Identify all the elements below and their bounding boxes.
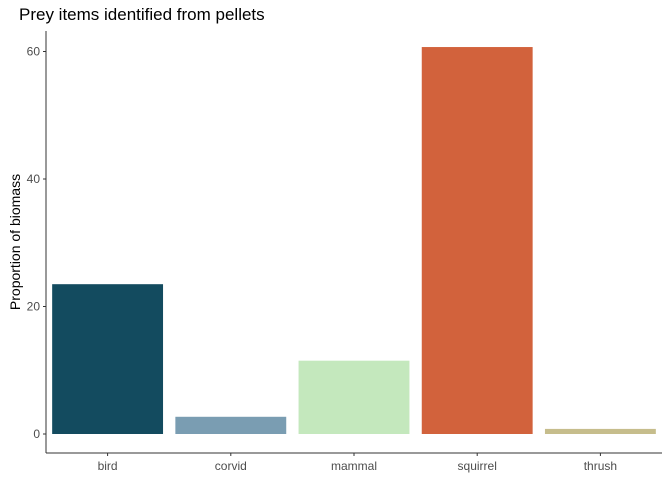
y-axis-title: Proportion of biomass — [7, 174, 23, 310]
y-tick-label: 40 — [27, 172, 41, 186]
y-ticks-layer: 0 20 40 60 — [27, 45, 46, 441]
bar-thrush — [544, 428, 656, 434]
x-tick-label: bird — [98, 459, 118, 473]
x-tick-label: thrush — [584, 459, 617, 473]
chart-title: Prey items identified from pellets — [19, 5, 265, 24]
y-tick-label: 0 — [33, 427, 40, 441]
x-tick-label: mammal — [331, 459, 377, 473]
y-tick-label: 20 — [27, 300, 41, 314]
y-tick-label: 60 — [27, 45, 41, 59]
bar-mammal — [298, 360, 410, 434]
bar-bird — [52, 284, 164, 434]
bar-corvid — [175, 416, 287, 434]
x-ticks-layer: bird corvid mammal squirrel thrush — [98, 453, 617, 473]
x-tick-label: squirrel — [458, 459, 497, 473]
bar-squirrel — [421, 47, 533, 434]
bars-layer — [52, 47, 656, 434]
x-tick-label: corvid — [215, 459, 247, 473]
